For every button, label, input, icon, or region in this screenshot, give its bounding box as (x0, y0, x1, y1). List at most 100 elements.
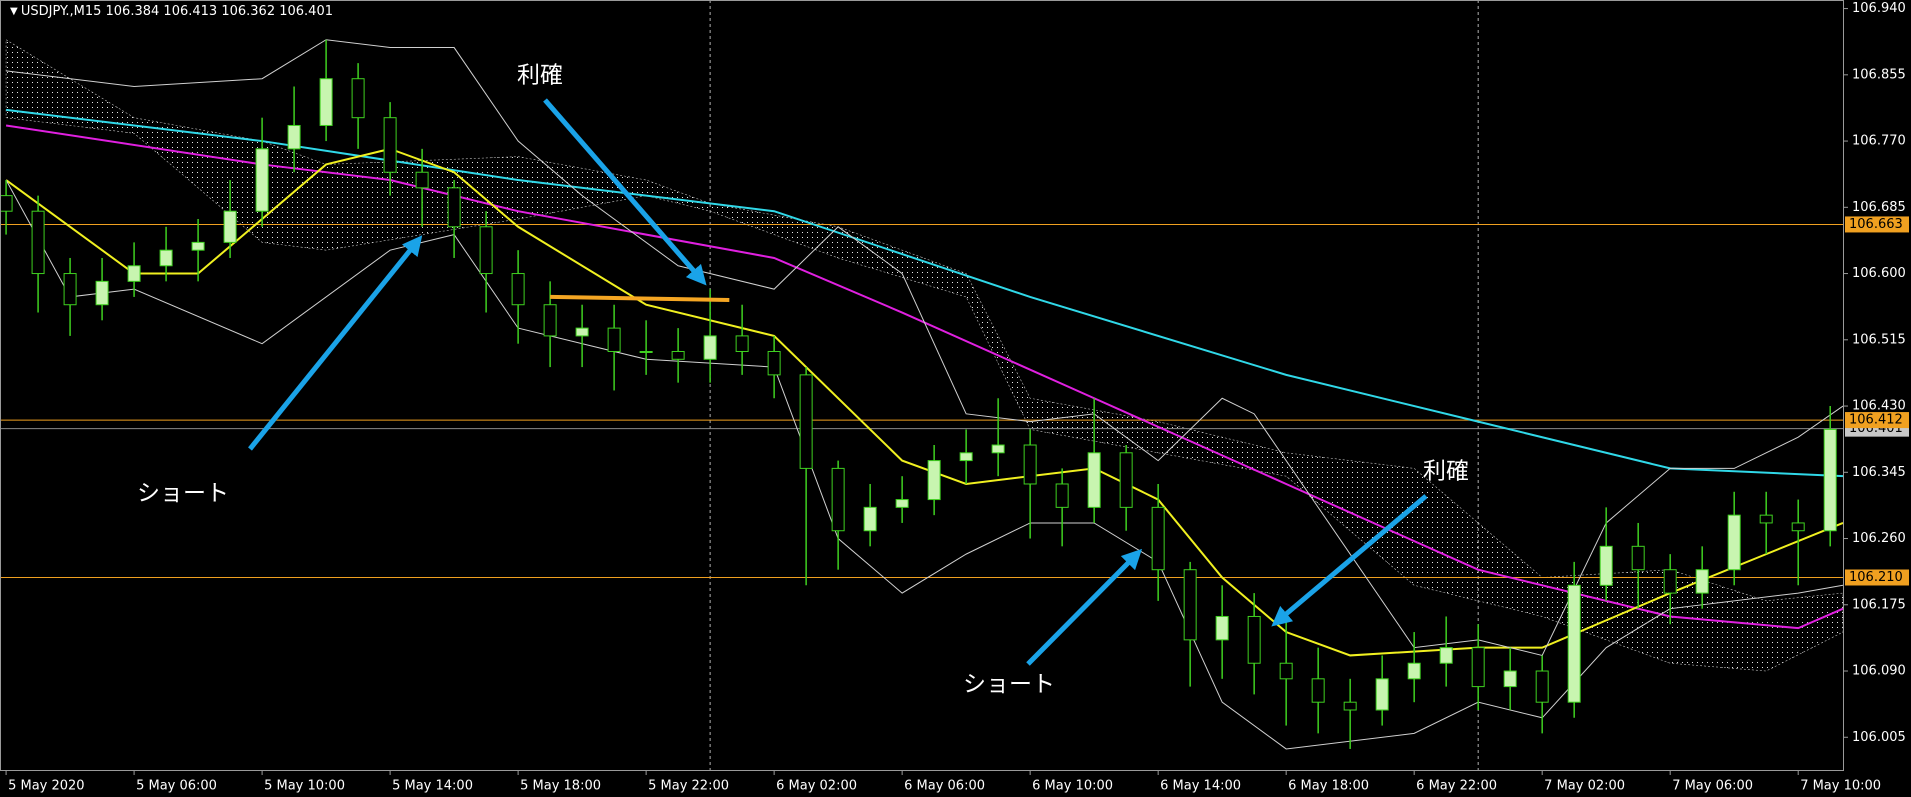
arrow (543, 98, 707, 286)
annotation: ショート (963, 672, 1055, 698)
candle-body (1727, 514, 1741, 571)
annotation: 利確 (517, 63, 563, 89)
y-tick-label: 106.770 (1852, 134, 1906, 149)
y-tick-label: 106.345 (1852, 465, 1906, 480)
candle-body (1215, 615, 1229, 641)
candle-body (1503, 670, 1517, 688)
y-tick-label: 106.855 (1852, 67, 1906, 82)
candle-body (639, 350, 653, 353)
candle-body (191, 241, 205, 251)
x-tick-label: 5 May 18:00 (520, 779, 601, 794)
candle-body (287, 124, 301, 150)
candle-body (767, 350, 781, 376)
candle-body (671, 350, 685, 360)
price-level-label: 106.412 (1849, 413, 1903, 428)
x-tick-label: 7 May 10:00 (1800, 779, 1881, 794)
y-tick-label: 106.260 (1852, 531, 1906, 546)
candle-body (1087, 452, 1101, 508)
candle-body (1663, 569, 1677, 594)
candle-body (1471, 647, 1485, 688)
price-level-box (1845, 216, 1909, 233)
indicator-line (5, 147, 1844, 657)
candle-body (895, 499, 909, 508)
candle-body (1183, 569, 1197, 641)
y-tick-label: 106.600 (1852, 266, 1906, 281)
trendline (550, 294, 730, 303)
candle-body (223, 210, 237, 243)
indicator-line (5, 124, 1844, 630)
annotation: 利確 (1423, 459, 1469, 485)
candle-body (63, 273, 77, 306)
candle-body (1791, 522, 1805, 532)
x-tick-label: 5 May 14:00 (392, 779, 473, 794)
y-tick-label: 106.685 (1852, 200, 1906, 215)
y-tick-label: 106.430 (1852, 399, 1906, 414)
arrow (1026, 548, 1143, 666)
price-level-label: 106.663 (1849, 217, 1903, 232)
candle-body (0, 195, 13, 212)
candle-body (383, 117, 397, 173)
candle-body (1407, 662, 1421, 680)
candle-body (319, 78, 333, 126)
ohlc-low: 106.362 (221, 4, 275, 19)
x-tick-label: 6 May 06:00 (904, 779, 985, 794)
candle-body (1311, 678, 1325, 703)
y-tick-label: 106.515 (1852, 332, 1906, 347)
candle-body (927, 460, 941, 501)
candle-body (511, 273, 525, 306)
axes: 106.940 106.855 106.770 106.685 106.600 106.5… (5, 1, 1909, 794)
candle-body (1247, 615, 1261, 664)
candle-body (1151, 506, 1165, 571)
y-tick-label: 106.175 (1852, 597, 1906, 612)
candle-body (31, 210, 45, 275)
candle-body (1119, 452, 1133, 508)
price-level-box (1845, 569, 1909, 586)
arrow (1271, 494, 1428, 627)
candle-body (1375, 678, 1389, 711)
ohlc-high: 106.413 (163, 4, 217, 19)
candle-body (575, 327, 589, 337)
candle-body (831, 467, 845, 532)
x-tick-label: 5 May 22:00 (648, 779, 729, 794)
candle-body (95, 280, 109, 306)
symbol: USDJPY.,M15 (21, 4, 102, 19)
x-tick-label: 7 May 02:00 (1544, 779, 1625, 794)
candle-body (959, 452, 973, 462)
x-tick-label: 6 May 22:00 (1416, 779, 1497, 794)
candle-body (447, 187, 461, 228)
candle-body (735, 335, 749, 352)
x-tick-label: 6 May 10:00 (1032, 779, 1113, 794)
y-tick-label: 106.090 (1852, 664, 1906, 679)
x-tick-label: 6 May 02:00 (776, 779, 857, 794)
annotations: 利確 ショート 利確 ショート (137, 63, 1469, 698)
candle-body (1279, 662, 1293, 680)
candle-body (351, 78, 365, 119)
ohlc-close: 106.401 (279, 4, 333, 19)
candle-body (1695, 569, 1709, 594)
candle-body (1023, 444, 1037, 485)
indicator-line (5, 179, 1844, 750)
arrow (248, 235, 423, 451)
candle-body (415, 171, 429, 189)
candle-body (159, 249, 173, 267)
candle-body (1631, 545, 1645, 571)
candle-body (703, 335, 717, 360)
candle-body (1759, 514, 1773, 524)
header: ▼ USDJPY.,M15 106.384 106.413 106.362 10… (10, 4, 333, 19)
candle-body (255, 148, 269, 212)
candle-body (1535, 670, 1549, 703)
x-tick-label: 5 May 2020 (8, 779, 85, 794)
candle-body (1567, 584, 1581, 703)
plot-border (0, 0, 1844, 771)
y-tick-label: 106.005 (1852, 730, 1906, 745)
candle-body (1439, 647, 1453, 664)
candle-body (1343, 701, 1357, 711)
candle-body (863, 506, 877, 532)
price-level-box (1845, 412, 1909, 429)
candle-body (607, 327, 621, 352)
candle-body (991, 444, 1005, 454)
candle-body (479, 226, 493, 275)
candle-body (127, 265, 141, 282)
plot-area (0, 0, 1844, 770)
